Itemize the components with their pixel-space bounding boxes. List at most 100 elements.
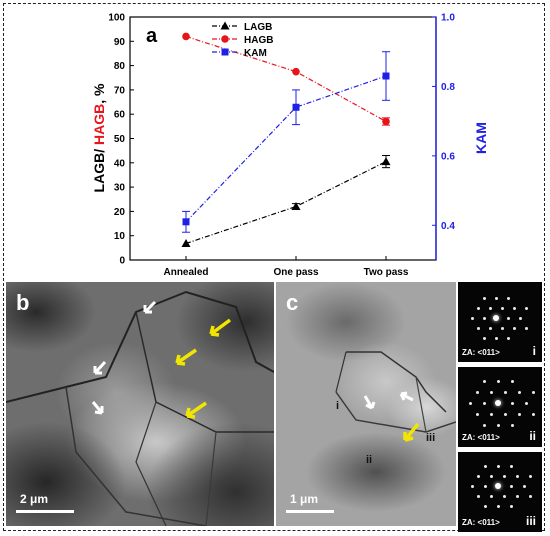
grain-marker-i: i bbox=[336, 400, 340, 412]
grain-boundaries-b bbox=[6, 290, 274, 526]
series-layer bbox=[181, 32, 391, 247]
diffraction-spot bbox=[509, 504, 513, 508]
transmitted-beam-spot bbox=[493, 315, 499, 321]
diffraction-spot bbox=[517, 390, 521, 394]
x-axis-ticks: Annealed One pass Two pass bbox=[163, 256, 409, 278]
data-point-kam bbox=[292, 103, 300, 111]
right-tick-label: 0.4 bbox=[441, 221, 455, 232]
diffraction-spot bbox=[512, 306, 516, 310]
figure-frame bbox=[3, 3, 545, 531]
right-tick-label: 0.6 bbox=[441, 151, 455, 162]
diffraction-spot bbox=[512, 326, 516, 330]
saed-pattern-iii: ZA: <011> iii bbox=[458, 452, 542, 532]
diffraction-spot bbox=[503, 390, 507, 394]
legend-marker-kam bbox=[221, 48, 229, 56]
data-point-hagb bbox=[292, 67, 300, 76]
diffraction-spot bbox=[483, 484, 487, 488]
left-axis-label-lagb: LAGB/ bbox=[91, 145, 107, 192]
left-tick-label: 100 bbox=[108, 13, 125, 24]
x-tick-label: One pass bbox=[273, 267, 318, 278]
diffraction-spot bbox=[477, 494, 480, 498]
x-tick-label: Annealed bbox=[163, 267, 208, 278]
left-tick-label: 60 bbox=[114, 110, 126, 121]
data-point-lagb bbox=[291, 202, 301, 211]
diffraction-spot bbox=[470, 316, 474, 320]
white-arrow-icon bbox=[143, 300, 157, 314]
diffraction-spot bbox=[510, 379, 514, 383]
left-tick-label: 0 bbox=[119, 256, 125, 267]
left-tick-label: 70 bbox=[114, 85, 126, 96]
diffraction-spot bbox=[517, 412, 521, 416]
left-tick-label: 50 bbox=[114, 134, 126, 145]
diffraction-spot bbox=[494, 296, 498, 300]
diffraction-spot bbox=[483, 464, 487, 468]
legend-marker-lagb bbox=[220, 21, 230, 30]
data-point-kam bbox=[182, 218, 190, 226]
right-tick-label: 1.0 bbox=[441, 13, 455, 24]
diffraction-spot bbox=[524, 306, 528, 310]
diffraction-spot bbox=[522, 484, 526, 488]
diffraction-spot bbox=[500, 306, 504, 310]
diffraction-spot bbox=[494, 336, 498, 340]
yellow-arrow-icon bbox=[175, 348, 197, 366]
legend-label-kam: KAM bbox=[244, 48, 267, 59]
diffraction-spot bbox=[503, 412, 507, 416]
scale-bar-b bbox=[16, 510, 74, 513]
diffraction-spot bbox=[531, 412, 535, 416]
legend: LAGB HAGB KAM bbox=[212, 21, 273, 59]
diffraction-spot bbox=[496, 379, 500, 383]
diffraction-spot bbox=[516, 474, 519, 478]
grain-marker-iii: iii bbox=[426, 432, 436, 444]
saed-pattern-i: ZA: <011> i bbox=[458, 282, 542, 362]
zone-axis-label: ZA: <011> bbox=[462, 518, 500, 527]
legend-label-lagb: LAGB bbox=[244, 22, 272, 33]
plot-area bbox=[129, 16, 437, 261]
diffraction-spot bbox=[482, 316, 486, 320]
grain-boundary-chart: a 0 10 20 30 40 50 60 70 80 90 100 0.4 0.6 0.8 1.0 An… bbox=[91, 13, 489, 279]
diffraction-spot bbox=[476, 306, 480, 310]
grain-marker-ii: ii bbox=[366, 454, 373, 466]
diffraction-spot bbox=[503, 474, 506, 478]
diffraction-spot bbox=[510, 401, 514, 405]
diffraction-spot bbox=[468, 401, 472, 405]
diffraction-spot bbox=[524, 401, 528, 405]
data-point-lagb bbox=[181, 238, 191, 247]
diffraction-spot bbox=[490, 474, 493, 478]
saed-id: ii bbox=[529, 429, 536, 443]
diffraction-spot bbox=[482, 379, 486, 383]
left-axis-label-unit: , % bbox=[91, 83, 107, 104]
left-tick-label: 40 bbox=[114, 158, 126, 169]
diffraction-spot bbox=[482, 423, 486, 427]
tem-image-b: b 2 μm bbox=[6, 282, 274, 526]
grain-boundaries-c bbox=[335, 351, 456, 433]
diffraction-spot bbox=[490, 494, 493, 498]
scale-label-c: 1 μm bbox=[290, 492, 319, 506]
saed-id: iii bbox=[525, 514, 536, 528]
series-line-kam bbox=[185, 75, 387, 223]
legend-label-hagb: HAGB bbox=[244, 35, 273, 46]
diffraction-spot bbox=[488, 326, 492, 330]
diffraction-spot bbox=[483, 504, 487, 508]
data-point-hagb bbox=[382, 117, 390, 126]
diffraction-spot bbox=[506, 336, 510, 340]
transmitted-beam-spot bbox=[495, 483, 501, 489]
left-tick-label: 80 bbox=[114, 61, 126, 72]
legend-marker-hagb bbox=[221, 35, 229, 43]
diffraction-spot bbox=[496, 423, 500, 427]
zone-axis-label: ZA: <011> bbox=[462, 433, 500, 442]
scale-label-b: 2 μm bbox=[20, 492, 49, 506]
white-arrow-icon bbox=[363, 395, 376, 410]
left-tick-label: 30 bbox=[114, 183, 126, 194]
diffraction-spot bbox=[476, 326, 480, 330]
right-tick-label: 0.8 bbox=[441, 82, 455, 93]
series-line-lagb bbox=[185, 161, 387, 245]
x-tick-label: Two pass bbox=[364, 267, 409, 278]
diffraction-spot bbox=[488, 306, 492, 310]
scale-bar-c bbox=[286, 510, 334, 513]
left-tick-label: 10 bbox=[114, 231, 126, 242]
left-tick-label: 20 bbox=[114, 207, 126, 218]
left-axis-label: LAGB/ HAGB, % bbox=[91, 83, 107, 192]
white-arrow-icon bbox=[91, 401, 104, 415]
series-line-hagb bbox=[185, 35, 387, 123]
diffraction-spot bbox=[489, 390, 493, 394]
